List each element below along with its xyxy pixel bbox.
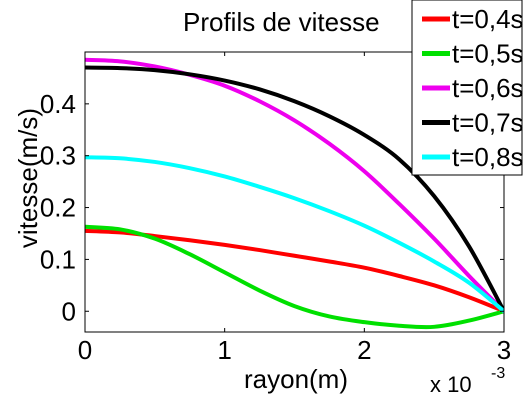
y-tick-label: 0.3: [40, 141, 76, 171]
legend-label: t=0,7s: [452, 108, 523, 138]
x-tick-label: 2: [357, 335, 371, 365]
x-axis-label: rayon(m): [244, 364, 348, 394]
series-line-2: [85, 224, 504, 330]
x-multiplier-base: x 10: [430, 372, 472, 396]
legend-label: t=0,5s: [452, 39, 523, 69]
series-line-1: [85, 228, 504, 314]
x-multiplier-exponent: -3: [491, 365, 505, 382]
legend-label: t=0,4s: [452, 4, 523, 34]
y-tick-label: 0.4: [40, 89, 76, 119]
chart-title: Profils de vitesse: [183, 7, 380, 37]
x-tick-label: 0: [78, 335, 92, 365]
x-tick-label: 1: [217, 335, 231, 365]
series-line-5: [85, 155, 504, 314]
series-line-4: [85, 65, 504, 314]
y-tick-label: 0.1: [40, 244, 76, 274]
x-ticks: 0 1 2 3: [78, 52, 511, 365]
legend: t=0,4s t=0,5s t=0,6s t=0,7s t=0,8s: [411, 0, 523, 176]
x-tick-label: 3: [497, 335, 511, 365]
axes-box: [84, 51, 505, 333]
series-layer: [85, 57, 504, 330]
y-tick-label: 0.2: [40, 193, 76, 223]
y-ticks: 0 0.1 0.2 0.3 0.4: [40, 89, 504, 326]
x-axis-multiplier: x 10 -3: [430, 365, 505, 396]
y-tick-label: 0: [62, 296, 76, 326]
series-line-3: [85, 57, 504, 314]
legend-label: t=0,6s: [452, 73, 523, 103]
legend-label: t=0,8s: [452, 142, 523, 172]
y-axis-label: vitesse(m/s): [13, 108, 43, 248]
